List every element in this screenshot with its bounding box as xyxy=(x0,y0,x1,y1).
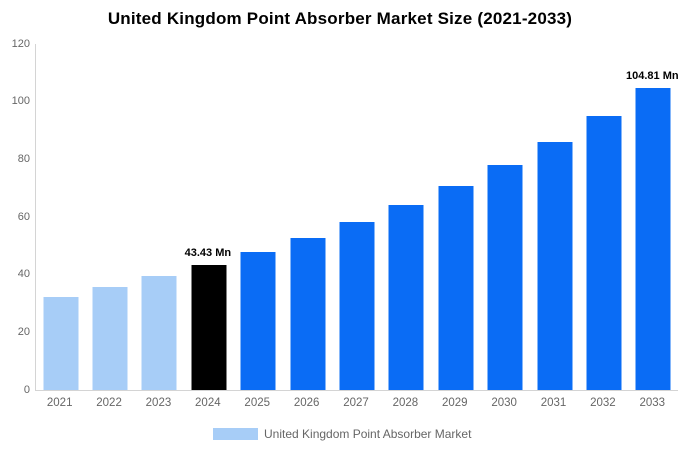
bar-2025[interactable] xyxy=(240,251,276,390)
legend-swatch-icon xyxy=(213,428,258,440)
chart-title: United Kingdom Point Absorber Market Siz… xyxy=(107,9,573,28)
bar-2026[interactable] xyxy=(290,237,326,390)
y-tick-label: 100 xyxy=(11,95,30,108)
y-axis: 0 20 40 60 80 100 120 xyxy=(0,38,30,396)
legend-item[interactable]: United Kingdom Point Absorber Market xyxy=(213,427,471,441)
bar-2024[interactable] xyxy=(191,264,227,390)
y-tick-label: 120 xyxy=(11,37,30,50)
y-tick-label: 40 xyxy=(17,268,30,281)
bar-slot xyxy=(530,44,579,390)
x-tick-label-2033: 2033 xyxy=(639,397,666,409)
x-tick-label-2032: 2032 xyxy=(590,397,616,409)
bar-2031[interactable] xyxy=(537,141,573,390)
x-tick-label-2022: 2022 xyxy=(96,397,122,409)
x-tick-label-2026: 2026 xyxy=(293,397,320,409)
bar-2033[interactable] xyxy=(635,87,671,390)
x-tick-label-2021: 2021 xyxy=(46,397,73,409)
x-tick-label-2024: 2024 xyxy=(195,397,221,409)
legend: United Kingdom Point Absorber Market xyxy=(0,427,680,445)
bar-slot xyxy=(382,44,431,390)
legend-label: United Kingdom Point Absorber Market xyxy=(264,427,472,441)
x-tick-label-2029: 2029 xyxy=(441,397,468,409)
x-tick-label-2030: 2030 xyxy=(491,397,517,409)
bar-slot xyxy=(135,44,184,390)
bar-slot xyxy=(184,44,233,390)
data-label-2024: 43.43 Mn xyxy=(184,246,232,259)
bar-slot xyxy=(85,44,134,390)
bar-slot xyxy=(431,44,480,390)
bar-2022[interactable] xyxy=(92,287,128,390)
x-tick-label-2027: 2027 xyxy=(343,397,369,409)
bar-2032[interactable] xyxy=(586,116,622,390)
bar-2027[interactable] xyxy=(339,222,375,390)
y-tick-label: 0 xyxy=(23,383,30,396)
x-tick-label-2031: 2031 xyxy=(540,397,567,409)
bar-slot xyxy=(480,44,529,390)
bar-slot xyxy=(579,44,628,390)
x-tick-label-2023: 2023 xyxy=(145,397,172,409)
bar-slot xyxy=(629,44,678,390)
x-tick-label-2028: 2028 xyxy=(392,397,419,409)
x-axis: 2021 2022 2023 2024 2025 2026 2027 2028 2029 2030… xyxy=(35,397,677,413)
bar-2029[interactable] xyxy=(438,185,474,390)
y-tick-label: 60 xyxy=(17,210,30,223)
bar-slot xyxy=(36,44,85,390)
data-label-2033: 104.81 Mn xyxy=(626,69,679,82)
bar-2028[interactable] xyxy=(388,204,424,390)
y-tick-label: 20 xyxy=(17,325,30,338)
bar-slot xyxy=(234,44,283,390)
bar-2030[interactable] xyxy=(487,164,523,390)
bar-2021[interactable] xyxy=(43,296,79,390)
bar-slot xyxy=(283,44,332,390)
plot-area xyxy=(35,44,678,391)
x-tick-label-2025: 2025 xyxy=(244,397,271,409)
bar-slot xyxy=(332,44,381,390)
bar-2023[interactable] xyxy=(141,276,177,390)
y-tick-label: 80 xyxy=(17,152,30,165)
